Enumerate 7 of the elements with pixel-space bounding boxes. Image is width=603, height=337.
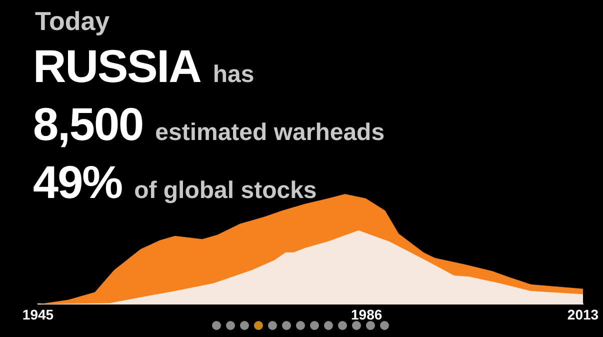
text: 8,500 estimated warheads [33,98,385,150]
annotation: 49% of global stocks [33,156,317,208]
x-tick-label: 2013 [567,306,599,322]
chart-title: Today [35,6,110,37]
text: RUSSIA has [33,40,254,92]
x-tick-label: 1986 [351,306,382,322]
x-tick-label: 1945 [22,306,54,322]
